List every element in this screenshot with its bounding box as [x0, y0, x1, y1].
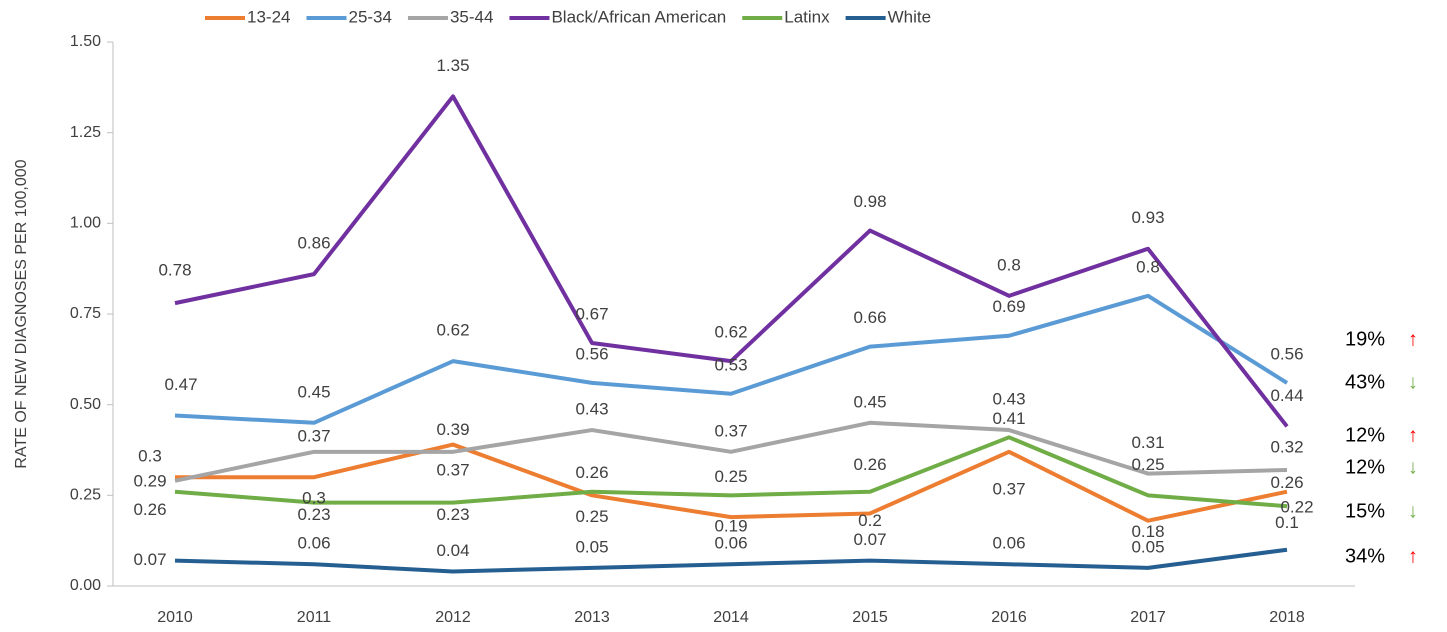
annotation-text: 19% [1345, 328, 1385, 350]
annotation-text: 15% [1345, 500, 1385, 522]
data-label: 0.56 [1270, 344, 1303, 363]
data-label: 0.23 [297, 505, 330, 524]
annotation-arrow: ↑ [1408, 424, 1418, 446]
data-label: 0.86 [297, 234, 330, 253]
series-line [174, 293, 1289, 425]
annotation-text: 12% [1345, 456, 1385, 478]
data-label: 0.47 [164, 375, 197, 394]
data-label: 0.37 [992, 479, 1025, 498]
data-label: 0.19 [714, 517, 747, 536]
data-label: 0.45 [853, 392, 886, 411]
data-label: 0.41 [992, 409, 1025, 428]
data-label: 0.62 [436, 321, 469, 340]
legend-label: Black/African American [551, 7, 726, 26]
data-label: 0.2 [858, 511, 882, 530]
data-label: 0.8 [1136, 257, 1160, 276]
data-label: 0.07 [133, 550, 166, 569]
x-tick-label: 2011 [297, 609, 332, 626]
data-label: 0.26 [853, 455, 886, 474]
legend-label: 13-24 [247, 7, 290, 26]
annotation-text: 43% [1345, 371, 1385, 393]
data-label: 0.53 [714, 355, 747, 374]
data-label: 0.26 [1270, 473, 1303, 492]
data-label: 0.32 [1270, 437, 1303, 456]
x-tick-label: 2013 [574, 609, 610, 626]
annotation-arrow: ↑ [1408, 545, 1418, 567]
series-line [174, 435, 1288, 509]
legend-label: Latinx [784, 7, 830, 26]
series-line [174, 547, 1288, 574]
annotation-arrow: ↓ [1408, 456, 1418, 478]
data-label: 0.04 [436, 541, 469, 560]
data-label: 0.56 [575, 344, 608, 363]
data-label: 0.67 [575, 304, 608, 323]
data-label: 0.26 [133, 500, 166, 519]
data-label: 0.8 [997, 255, 1021, 274]
data-label: 0.93 [1131, 208, 1164, 227]
data-label: 0.25 [575, 507, 608, 526]
data-label: 0.18 [1131, 522, 1164, 541]
y-tick-label: 0.75 [70, 305, 101, 322]
x-tick-label: 2015 [852, 609, 888, 626]
x-tick-label: 2010 [157, 609, 193, 626]
data-label: 0.1 [1275, 513, 1299, 532]
data-label: 0.62 [714, 323, 747, 342]
data-label: 0.26 [575, 463, 608, 482]
data-label: 0.39 [436, 420, 469, 439]
data-label: 0.37 [297, 426, 330, 445]
series-line [174, 420, 1288, 483]
annotation-arrow: ↓ [1408, 500, 1418, 522]
data-label: 0.44 [1270, 386, 1303, 405]
y-axis-label: RATE OF NEW DIAGNOSES PER 100,000 [13, 159, 30, 468]
data-label: 0.37 [714, 421, 747, 440]
data-label: 0.25 [1131, 455, 1164, 474]
data-label: 0.3 [138, 447, 162, 466]
data-label: 0.98 [853, 192, 886, 211]
data-label: 0.05 [575, 537, 608, 556]
data-label: 0.66 [853, 308, 886, 327]
y-tick-label: 0.50 [70, 396, 101, 413]
data-label: 0.07 [853, 530, 886, 549]
data-label: 1.35 [436, 56, 469, 75]
y-tick-label: 1.25 [70, 124, 101, 141]
data-label: 0.06 [714, 534, 747, 553]
data-label: 0.69 [992, 297, 1025, 316]
data-label: 0.43 [992, 390, 1025, 409]
series-line [174, 94, 1289, 428]
data-label: 0.05 [1131, 537, 1164, 556]
annotation-arrow: ↑ [1408, 328, 1418, 350]
x-tick-label: 2018 [1269, 609, 1305, 626]
data-label: 0.31 [1131, 433, 1164, 452]
data-label: 0.06 [297, 534, 330, 553]
legend-label: White [888, 7, 931, 26]
annotation-text: 12% [1345, 424, 1385, 446]
data-label: 0.25 [714, 467, 747, 486]
data-label: 0.78 [158, 261, 191, 280]
data-label: 0.29 [133, 471, 166, 490]
y-tick-label: 1.50 [70, 33, 101, 50]
data-label: 0.43 [575, 400, 608, 419]
x-tick-label: 2014 [713, 609, 749, 626]
x-tick-label: 2016 [991, 609, 1027, 626]
data-label: 0.06 [992, 534, 1025, 553]
data-label: 0.22 [1280, 498, 1313, 517]
y-tick-label: 1.00 [70, 215, 101, 232]
annotation-text: 34% [1345, 545, 1385, 567]
data-label: 0.3 [302, 489, 326, 508]
x-tick-label: 2017 [1130, 609, 1166, 626]
series-line [175, 442, 1288, 523]
data-label: 0.23 [436, 505, 469, 524]
legend-label: 25-34 [348, 7, 391, 26]
data-label: 0.45 [297, 382, 330, 401]
x-tick-label: 2012 [435, 609, 471, 626]
annotation-arrow: ↓ [1408, 371, 1418, 393]
y-tick-label: 0.00 [70, 577, 101, 594]
data-label: 0.37 [436, 460, 469, 479]
y-tick-label: 0.25 [70, 487, 101, 504]
legend-label: 35-44 [450, 7, 493, 26]
